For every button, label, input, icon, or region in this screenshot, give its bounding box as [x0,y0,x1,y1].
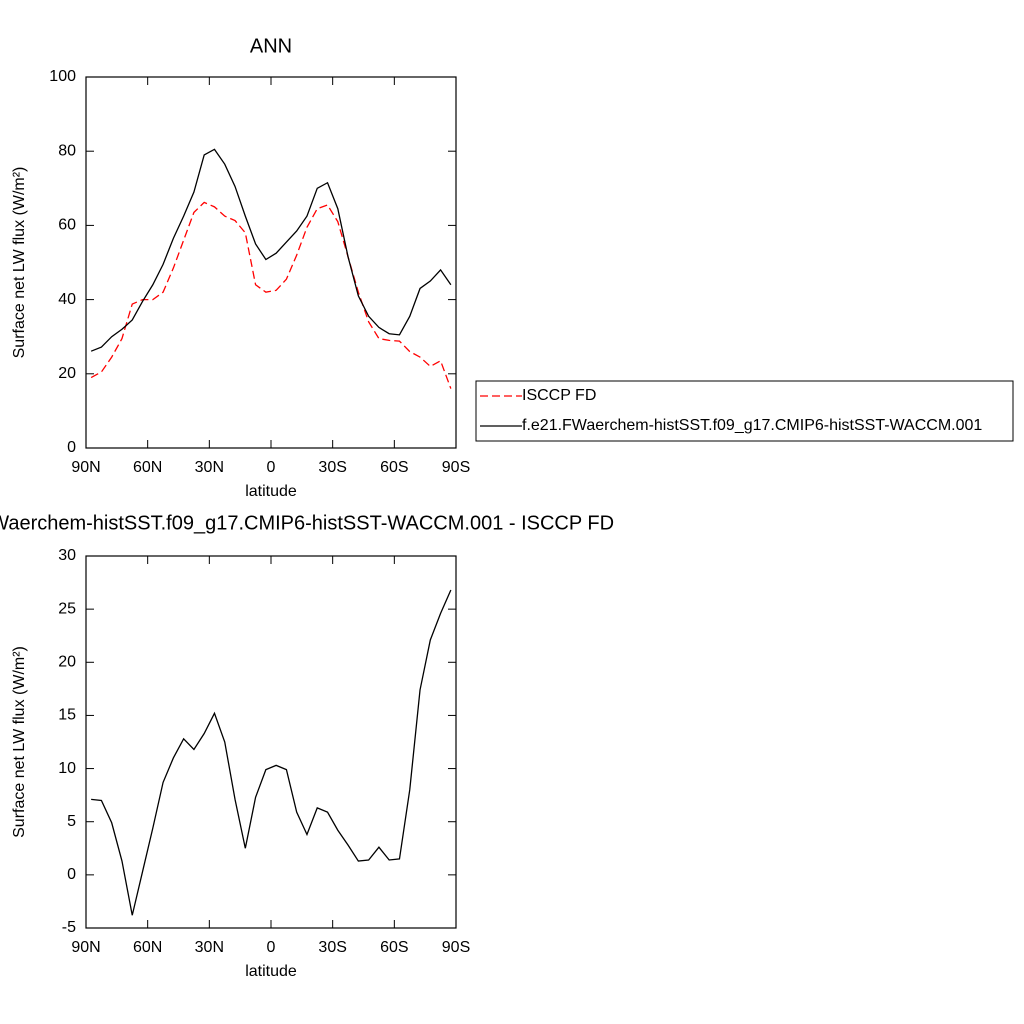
y-tick-label: 15 [58,707,76,724]
x-tick-label: 30N [195,459,224,476]
x-tick-label: 30S [318,459,346,476]
y-axis-label: Surface net LW flux (W/m²) [11,646,28,838]
x-axis-label: latitude [245,963,297,980]
y-tick-label: 60 [58,217,76,234]
x-tick-label: 0 [267,459,276,476]
x-tick-label: 30S [318,939,346,956]
chart-title: f.e21.FWaerchem-histSST.f09_g17.CMIP6-hi… [0,512,614,534]
x-tick-label: 90N [71,939,100,956]
y-tick-label: 10 [58,760,76,777]
data-line [91,589,452,916]
chart-title: ANN [250,35,292,57]
y-tick-label: 0 [67,866,76,883]
y-tick-label: 0 [67,439,76,456]
plot-frame [85,555,457,929]
y-tick-label: 100 [49,68,76,85]
legend-box [475,380,1014,442]
legend-label: f.e21.FWaerchem-histSST.f09_g17.CMIP6-hi… [522,417,982,434]
x-axis-label: latitude [245,483,297,500]
x-tick-label: 60N [133,459,162,476]
data-line [90,201,452,389]
x-tick-label: 90S [442,459,470,476]
x-tick-label: 90S [442,939,470,956]
x-tick-label: 90N [71,459,100,476]
x-tick-label: 60S [380,459,408,476]
y-tick-label: 30 [58,547,76,564]
y-tick-label: 20 [58,654,76,671]
plot-frame [85,76,457,449]
y-axis-label: Surface net LW flux (W/m²) [11,167,28,359]
x-tick-label: 0 [267,939,276,956]
y-tick-label: 40 [58,291,76,308]
x-tick-label: 60S [380,939,408,956]
y-tick-label: -5 [62,919,76,936]
x-tick-label: 60N [133,939,162,956]
data-line [90,148,452,352]
x-tick-label: 30N [195,939,224,956]
legend-label: ISCCP FD [522,387,596,404]
y-tick-label: 5 [67,813,76,830]
y-tick-label: 20 [58,365,76,382]
y-tick-label: 80 [58,142,76,159]
y-tick-label: 25 [58,600,76,617]
